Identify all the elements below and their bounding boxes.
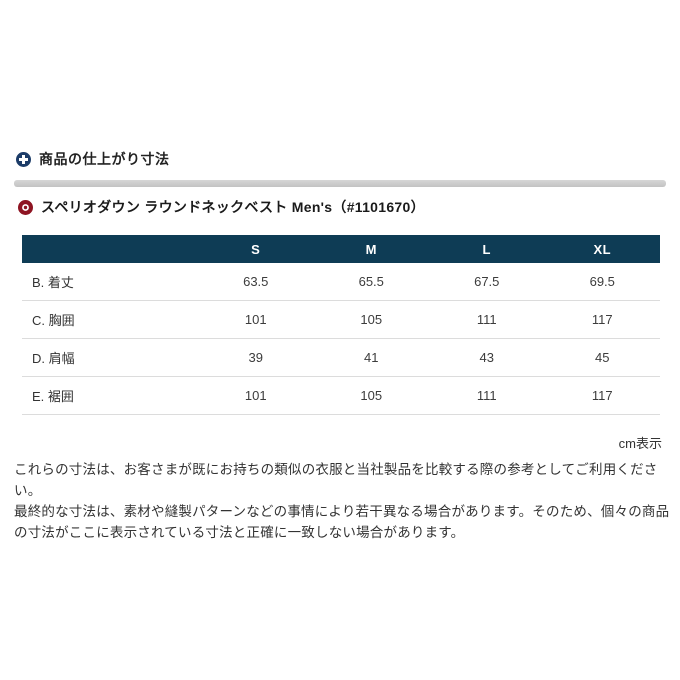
table-row-shoulder: D. 肩幅 39 41 43 45 (22, 338, 660, 377)
product-header: スペリオダウン ラウンドネックベスト Men's（#1101670） (18, 197, 425, 217)
row-label: E. 裾囲 (22, 376, 198, 415)
section-title: 商品の仕上がり寸法 (39, 151, 170, 167)
cell-value: 117 (544, 376, 660, 415)
section-header: 商品の仕上がり寸法 (16, 149, 170, 169)
cell-value: 69.5 (544, 263, 660, 301)
section-divider (14, 180, 666, 187)
cell-value: 45 (544, 338, 660, 377)
table-row-length: B. 着丈 63.5 65.5 67.5 69.5 (22, 263, 660, 301)
plus-circle-icon (16, 151, 31, 167)
cell-value: 63.5 (198, 263, 314, 301)
bullseye-icon (18, 199, 33, 215)
cell-value: 101 (198, 300, 314, 339)
column-header-m: M (313, 235, 429, 263)
cell-value: 105 (313, 376, 429, 415)
unit-note: cm表示 (618, 436, 662, 451)
disclaimer-line-2: 最終的な寸法は、素材や縫製パターンなどの事情により若干異なる場合があります。その… (14, 504, 670, 540)
row-label: B. 着丈 (22, 263, 198, 301)
cell-value: 65.5 (313, 263, 429, 301)
cell-value: 111 (429, 376, 545, 415)
table-row-hem: E. 裾囲 101 105 111 117 (22, 376, 660, 415)
cell-value: 67.5 (429, 263, 545, 301)
table-row-chest: C. 胸囲 101 105 111 117 (22, 300, 660, 339)
column-header-s: S (198, 235, 314, 263)
product-title: スペリオダウン ラウンドネックベスト Men's（#1101670） (41, 199, 425, 215)
row-label: D. 肩幅 (22, 338, 198, 377)
cell-value: 43 (429, 338, 545, 377)
cell-value: 41 (313, 338, 429, 377)
column-header-l: L (429, 235, 545, 263)
column-header-xl: XL (544, 235, 660, 263)
size-table: S M L XL B. 着丈 63.5 65.5 67.5 69.5 C. 胸囲… (22, 235, 660, 415)
row-label: C. 胸囲 (22, 300, 198, 339)
cell-value: 101 (198, 376, 314, 415)
cell-value: 39 (198, 338, 314, 377)
corner-cell (22, 235, 198, 263)
disclaimer-line-1: これらの寸法は、お客さまが既にお持ちの類似の衣服と当社製品を比較する際の参考とし… (14, 462, 658, 498)
cell-value: 117 (544, 300, 660, 339)
disclaimer-text: これらの寸法は、お客さまが既にお持ちの類似の衣服と当社製品を比較する際の参考とし… (14, 459, 670, 543)
cell-value: 111 (429, 300, 545, 339)
table-header-row: S M L XL (22, 235, 660, 263)
cell-value: 105 (313, 300, 429, 339)
